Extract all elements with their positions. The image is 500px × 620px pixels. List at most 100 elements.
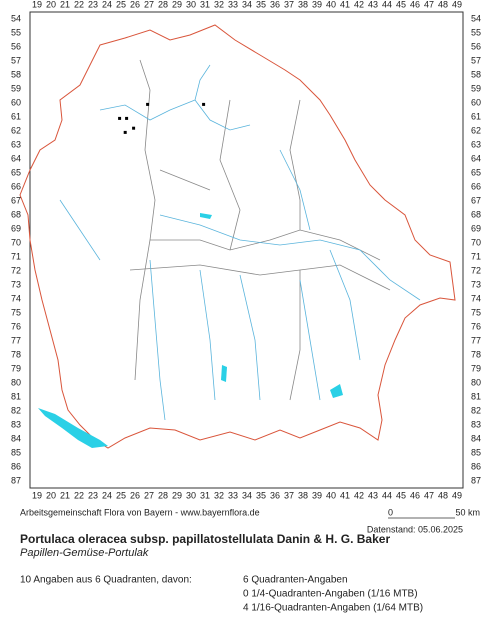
- row-label: 56: [11, 41, 21, 51]
- column-label: 22: [74, 0, 84, 9]
- row-label: 77: [471, 335, 481, 345]
- scale-end: 50 km: [455, 507, 480, 517]
- lake: [200, 213, 212, 219]
- summary-total: 10 Angaben aus 6 Quadranten, davon:: [20, 575, 192, 586]
- row-label: 82: [11, 405, 21, 415]
- row-label: 61: [11, 111, 21, 121]
- column-label: 31: [200, 490, 210, 500]
- column-label: 45: [396, 490, 406, 500]
- column-label: 37: [284, 490, 294, 500]
- row-label: 76: [11, 321, 21, 331]
- row-label: 65: [11, 167, 21, 177]
- row-label: 67: [471, 195, 481, 205]
- column-label: 36: [270, 490, 280, 500]
- row-label: 78: [11, 349, 21, 359]
- row-label: 83: [11, 419, 21, 429]
- column-label: 32: [214, 0, 224, 9]
- column-label: 25: [116, 490, 126, 500]
- row-label: 74: [471, 293, 481, 303]
- lake-constance: [38, 408, 108, 448]
- column-label: 41: [340, 490, 350, 500]
- column-label: 34: [242, 0, 252, 9]
- row-label: 72: [471, 265, 481, 275]
- column-label: 46: [410, 0, 420, 9]
- column-label: 23: [88, 0, 98, 9]
- column-label: 38: [298, 0, 308, 9]
- column-label: 35: [256, 490, 266, 500]
- column-label: 36: [270, 0, 280, 9]
- row-label: 68: [471, 209, 481, 219]
- state-border: [19, 24, 456, 449]
- column-label: 29: [172, 490, 182, 500]
- row-label: 85: [471, 447, 481, 457]
- column-label: 43: [368, 0, 378, 9]
- row-label: 61: [471, 111, 481, 121]
- column-label: 19: [32, 490, 42, 500]
- row-label: 81: [471, 391, 481, 401]
- row-label: 58: [11, 69, 21, 79]
- column-label: 44: [382, 490, 392, 500]
- row-label: 55: [471, 27, 481, 37]
- occurrence-dot: [146, 102, 150, 106]
- summary-detail: 6 Quadranten-Angaben: [243, 575, 348, 586]
- row-label: 68: [11, 209, 21, 219]
- row-label: 84: [471, 433, 481, 443]
- column-label: 25: [116, 0, 126, 9]
- column-label: 19: [32, 0, 42, 9]
- column-label: 21: [60, 490, 70, 500]
- column-label: 41: [340, 0, 350, 9]
- row-label: 58: [471, 69, 481, 79]
- occurrence-dot: [202, 102, 206, 106]
- row-label: 59: [471, 83, 481, 93]
- column-label: 44: [382, 0, 392, 9]
- row-label: 71: [11, 251, 21, 261]
- row-label: 75: [471, 307, 481, 317]
- column-label: 30: [186, 490, 196, 500]
- column-label: 35: [256, 0, 266, 9]
- row-label: 62: [11, 125, 21, 135]
- occurrence-dot: [132, 126, 136, 130]
- column-label: 34: [242, 490, 252, 500]
- row-label: 70: [11, 237, 21, 247]
- row-label: 65: [471, 167, 481, 177]
- row-label: 70: [471, 237, 481, 247]
- row-label: 82: [471, 405, 481, 415]
- date: Datenstand: 05.06.2025: [367, 524, 463, 534]
- column-label: 47: [424, 490, 434, 500]
- summary-detail: 0 1/4-Quadranten-Angaben (1/16 MTB): [243, 589, 418, 600]
- row-label: 54: [471, 13, 481, 23]
- row-label: 66: [11, 181, 21, 191]
- column-label: 23: [88, 490, 98, 500]
- row-label: 77: [11, 335, 21, 345]
- row-label: 57: [471, 55, 481, 65]
- species-title: Portulaca oleracea subsp. papillatostell…: [20, 532, 390, 546]
- row-label: 54: [11, 13, 21, 23]
- column-label: 21: [60, 0, 70, 9]
- column-label: 40: [326, 490, 336, 500]
- row-label: 80: [11, 377, 21, 387]
- row-label: 66: [471, 181, 481, 191]
- column-label: 27: [144, 0, 154, 9]
- column-label: 48: [438, 0, 448, 9]
- row-label: 60: [471, 97, 481, 107]
- row-label: 64: [11, 153, 21, 163]
- row-label: 69: [11, 223, 21, 233]
- row-label: 69: [471, 223, 481, 233]
- column-label: 49: [452, 490, 462, 500]
- column-label: 39: [312, 0, 322, 9]
- row-label: 67: [11, 195, 21, 205]
- occurrence-dot: [125, 116, 129, 120]
- column-label: 46: [410, 490, 420, 500]
- column-label: 28: [158, 0, 168, 9]
- rivers: [59, 64, 421, 421]
- row-label: 86: [471, 461, 481, 471]
- column-label: 24: [102, 490, 112, 500]
- district-border: [129, 59, 391, 401]
- column-label: 26: [130, 490, 140, 500]
- row-label: 62: [471, 125, 481, 135]
- column-label: 22: [74, 490, 84, 500]
- column-label: 26: [130, 0, 140, 9]
- scale-start: 0: [388, 507, 393, 517]
- row-label: 87: [11, 475, 21, 485]
- row-label: 56: [471, 41, 481, 51]
